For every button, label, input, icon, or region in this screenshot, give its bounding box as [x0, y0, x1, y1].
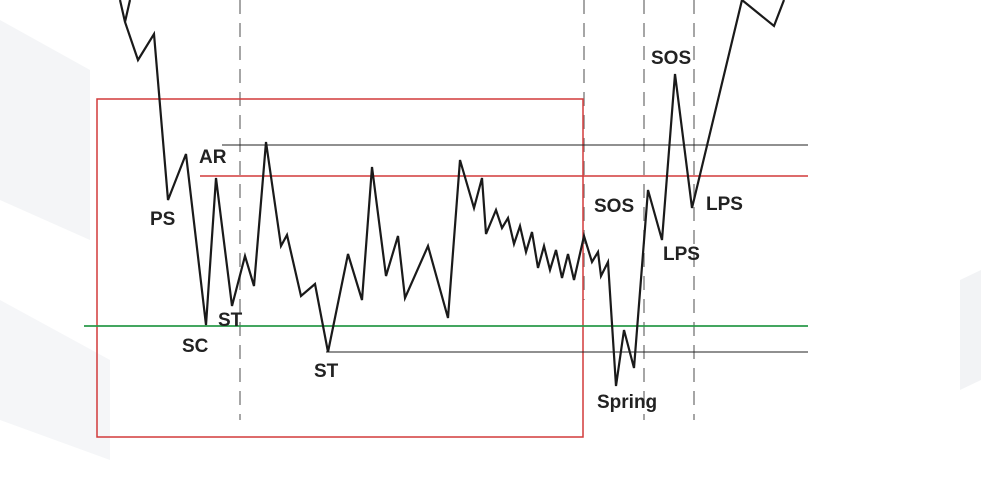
label-st-first: ST: [218, 310, 243, 331]
price-path: [118, 0, 786, 387]
label-sos-second: SOS: [651, 48, 691, 69]
label-sc: SC: [182, 336, 209, 357]
label-ar: AR: [199, 147, 227, 168]
label-ps: PS: [150, 209, 175, 230]
label-spring: Spring: [597, 392, 657, 413]
trading-range-box: [96, 98, 584, 438]
event-labels: PS AR SC ST ST SOS SOS LPS LPS Spring: [150, 48, 743, 413]
label-lps-first: LPS: [663, 244, 700, 265]
label-lps-second: LPS: [706, 194, 743, 215]
background-decor: [0, 20, 981, 460]
label-sos-first: SOS: [594, 196, 634, 217]
label-st-second: ST: [314, 361, 339, 382]
phase-dividers: [239, 0, 695, 420]
